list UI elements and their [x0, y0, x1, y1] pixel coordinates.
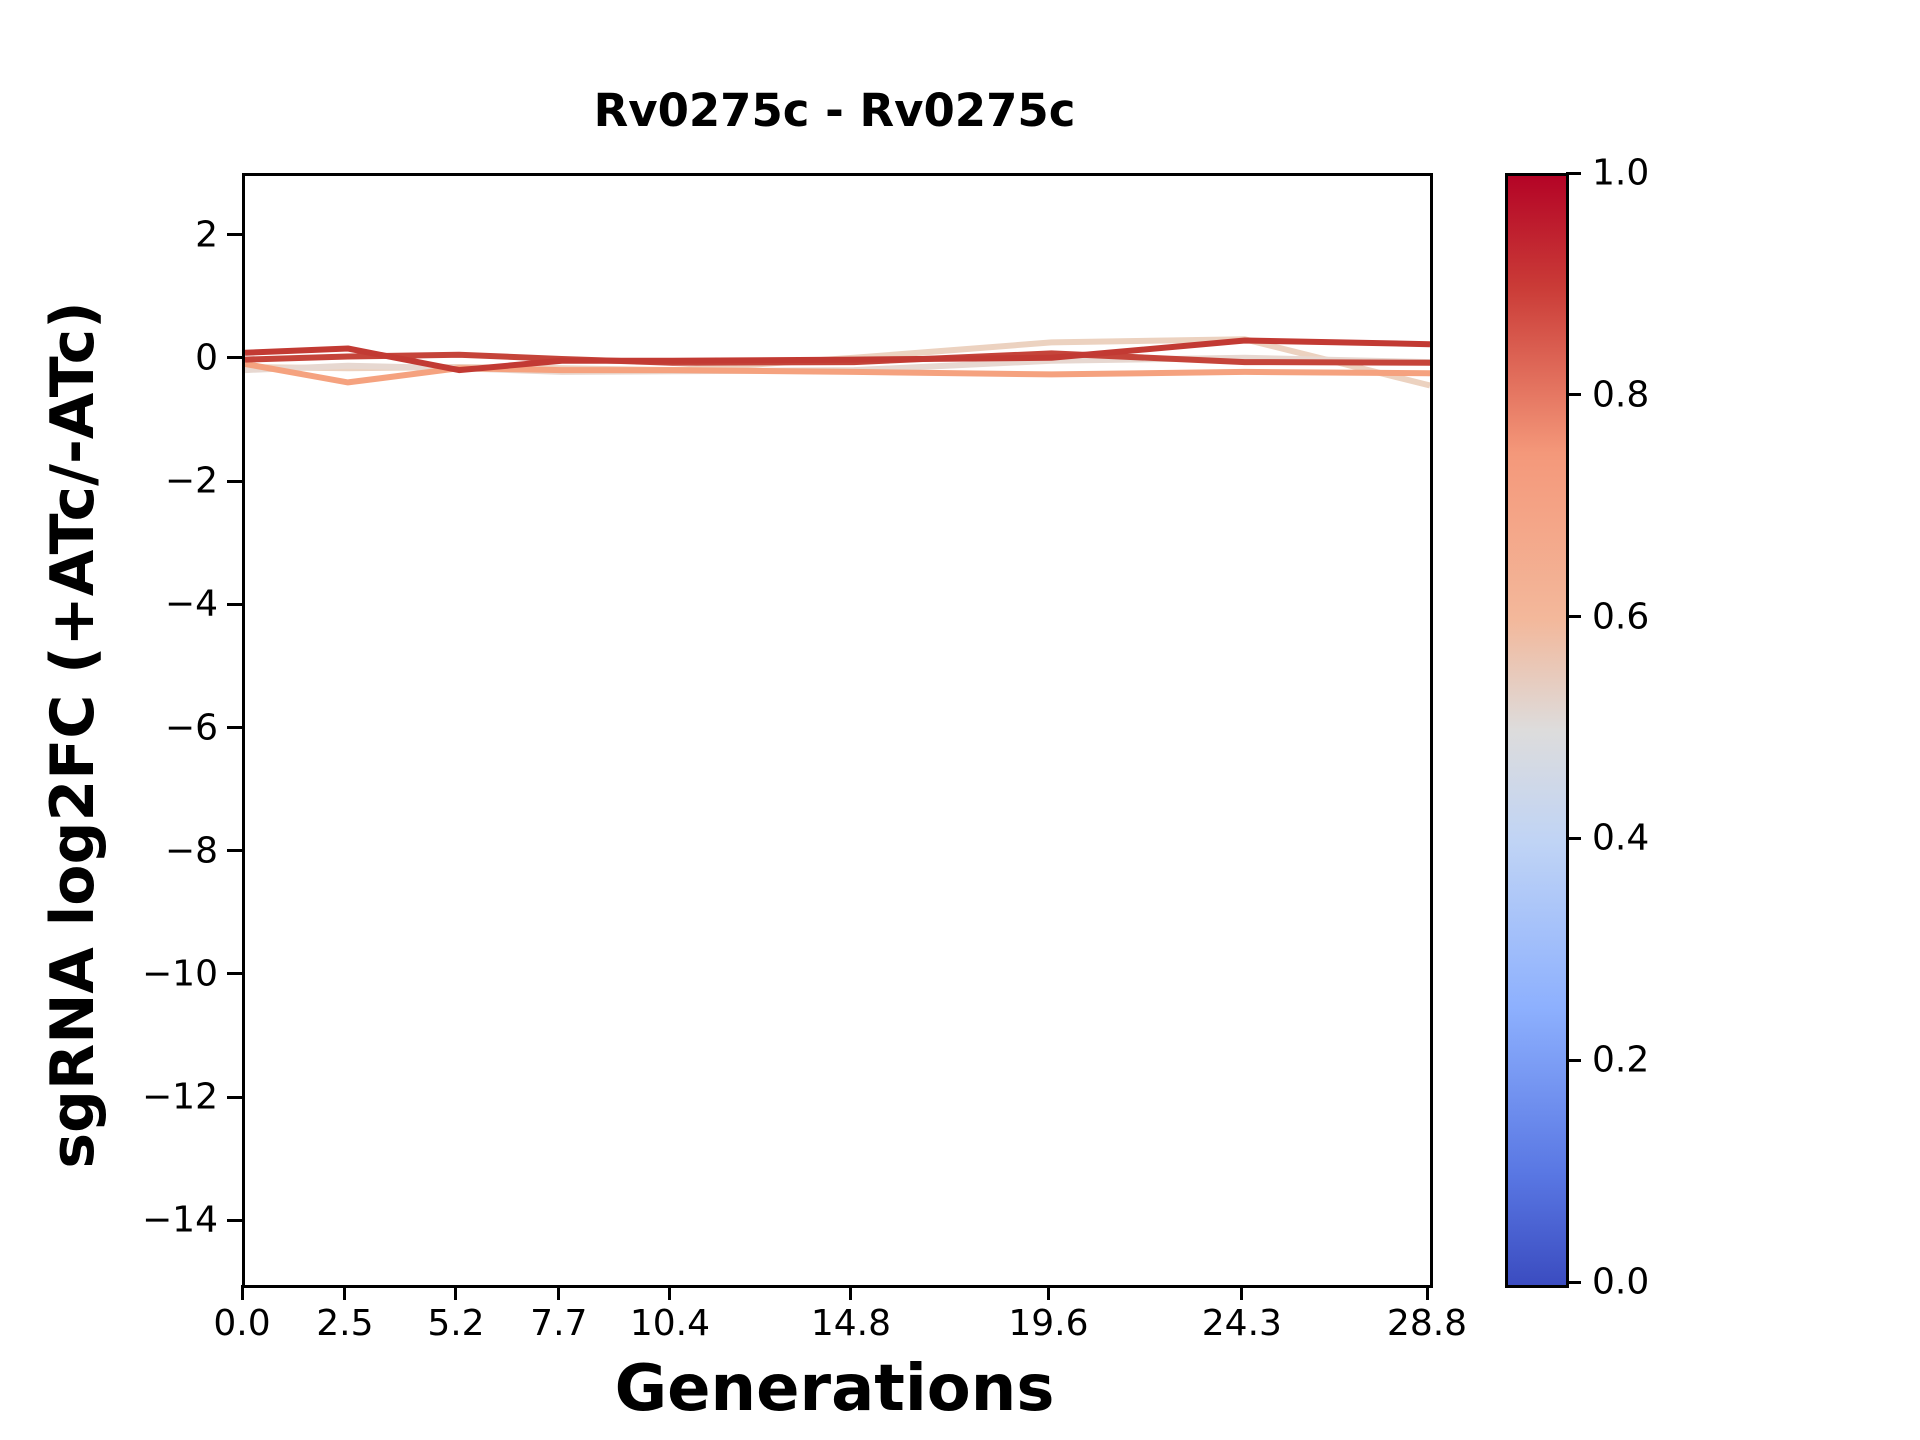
x-tick-mark	[343, 1285, 347, 1300]
x-tick-mark	[668, 1285, 672, 1300]
y-tick-label: −6	[164, 707, 218, 748]
colorbar-tick-mark	[1566, 171, 1581, 175]
y-tick-label: −4	[164, 583, 218, 625]
colorbar-gradient	[1505, 173, 1569, 1288]
y-tick-mark	[227, 726, 242, 729]
y-tick-label: 0	[195, 337, 218, 379]
y-tick-mark	[227, 602, 242, 606]
colorbar-tick-label: 0.8	[1592, 374, 1650, 416]
y-tick-label: −12	[142, 1076, 218, 1118]
y-tick-mark	[227, 849, 242, 853]
y-tick-mark	[227, 1218, 242, 1222]
colorbar-tick-mark	[1566, 615, 1581, 619]
x-tick-mark	[1425, 1285, 1429, 1300]
y-tick-mark	[227, 479, 242, 483]
colorbar-tick-label: 0.0	[1592, 1261, 1650, 1303]
x-tick-label: 19.6	[1008, 1303, 1089, 1344]
x-tick-mark	[1046, 1285, 1050, 1300]
colorbar-tick-label: 0.4	[1592, 817, 1650, 859]
y-tick-label: −10	[142, 953, 218, 995]
chart-title: Rv0275c - Rv0275c	[593, 84, 1076, 137]
colorbar-tick-label: 0.6	[1592, 596, 1650, 638]
colorbar-tick-label: 0.2	[1592, 1039, 1650, 1081]
y-tick-label: −8	[164, 830, 218, 872]
y-tick-mark	[227, 1095, 242, 1099]
x-tick-label: 5.2	[427, 1303, 485, 1344]
y-tick-mark	[227, 233, 242, 237]
x-tick-mark	[240, 1285, 244, 1300]
colorbar-tick-mark	[1566, 836, 1581, 840]
colorbar-tick-label: 1.0	[1592, 152, 1650, 194]
series-line-sgRNA-1	[245, 337, 1430, 374]
x-axis-label: Generations	[614, 1352, 1055, 1426]
x-tick-mark	[557, 1285, 561, 1300]
x-tick-label: 14.8	[810, 1303, 892, 1344]
y-tick-label: −14	[142, 1199, 218, 1241]
x-tick-label: 7.7	[530, 1303, 588, 1344]
x-tick-label: 10.4	[629, 1303, 710, 1344]
x-tick-label: 24.3	[1201, 1303, 1282, 1344]
y-tick-label: −2	[164, 460, 218, 502]
y-tick-mark	[227, 972, 242, 976]
x-tick-label: 0.0	[213, 1303, 271, 1344]
x-tick-label: 28.8	[1386, 1303, 1468, 1344]
plot-area	[242, 173, 1433, 1288]
x-tick-mark	[1240, 1285, 1244, 1300]
colorbar-tick-mark	[1566, 393, 1581, 397]
colorbar-tick-mark	[1566, 1058, 1581, 1062]
y-tick-label: 2	[195, 214, 218, 256]
series-line-sgRNA-3	[245, 360, 1430, 386]
x-tick-mark	[454, 1285, 458, 1300]
x-tick-mark	[849, 1285, 853, 1300]
line-series-plot	[245, 336, 1430, 389]
x-tick-label: 2.5	[316, 1303, 374, 1344]
y-tick-mark	[227, 356, 242, 360]
colorbar-tick-mark	[1566, 1280, 1581, 1284]
